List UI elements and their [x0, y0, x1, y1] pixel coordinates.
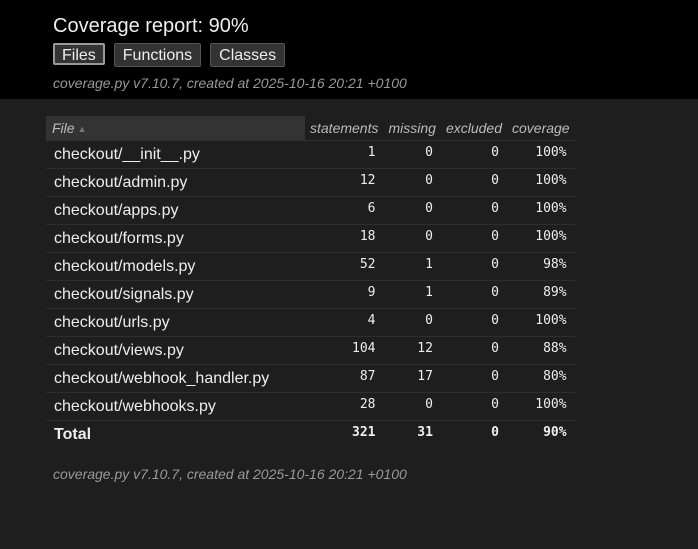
missing-cell: 0 [383, 224, 441, 253]
excluded-cell: 0 [440, 168, 507, 197]
coverage-cell: 88% [507, 336, 575, 365]
file-link[interactable]: checkout/forms.py [46, 224, 305, 253]
excluded-cell: 0 [440, 196, 507, 225]
functions-button[interactable]: Functions [113, 43, 202, 67]
coverage-cell: 89% [507, 280, 575, 309]
statements-cell: 104 [305, 336, 384, 365]
file-link[interactable]: checkout/webhooks.py [46, 392, 305, 421]
total-missing: 31 [383, 420, 441, 448]
file-link[interactable]: checkout/webhook_handler.py [46, 364, 305, 393]
table-row: checkout/views.py 104 12 0 88% [46, 336, 575, 365]
total-coverage: 90% [507, 420, 575, 448]
statements-cell: 4 [305, 308, 384, 337]
table-row: checkout/admin.py 12 0 0 100% [46, 168, 575, 197]
table-body: checkout/__init__.py 1 0 0 100% checkout… [46, 140, 575, 448]
statements-cell: 6 [305, 196, 384, 225]
missing-cell: 1 [383, 252, 441, 281]
excluded-cell: 0 [440, 140, 507, 169]
page-title: Coverage report: 90% [53, 15, 249, 37]
file-link[interactable]: checkout/signals.py [46, 280, 305, 309]
excluded-cell: 0 [440, 280, 507, 309]
missing-cell: 0 [383, 196, 441, 225]
file-link[interactable]: checkout/apps.py [46, 196, 305, 225]
total-row: Total 321 31 0 90% [46, 420, 575, 448]
column-header-excluded[interactable]: excluded [445, 120, 502, 136]
excluded-cell: 0 [440, 392, 507, 421]
files-button[interactable]: Files [53, 43, 105, 65]
coverage-table: File ▲ statements missing excluded covera… [46, 116, 575, 448]
file-link[interactable]: checkout/models.py [46, 252, 305, 281]
table-row: checkout/__init__.py 1 0 0 100% [46, 140, 575, 169]
coverage-table-wrapper: File ▲ statements missing excluded covera… [46, 116, 575, 448]
sort-up-icon: ▲ [77, 124, 87, 134]
total-statements: 321 [305, 420, 384, 448]
statements-cell: 52 [305, 252, 384, 281]
missing-cell: 0 [383, 168, 441, 197]
report-header: Coverage report: 90% Files Functions Cla… [0, 0, 698, 99]
excluded-cell: 0 [440, 364, 507, 393]
statements-cell: 12 [305, 168, 384, 197]
coverage-cell: 100% [507, 140, 575, 169]
table-row: checkout/apps.py 6 0 0 100% [46, 196, 575, 225]
file-link[interactable]: checkout/views.py [46, 336, 305, 365]
table-row: checkout/webhook_handler.py 87 17 0 80% [46, 364, 575, 393]
created-info-footer: coverage.py v7.10.7, created at 2025-10-… [53, 466, 407, 482]
statements-cell: 18 [305, 224, 384, 253]
file-link[interactable]: checkout/admin.py [46, 168, 305, 197]
coverage-cell: 80% [507, 364, 575, 393]
coverage-cell: 100% [507, 196, 575, 225]
column-header-file[interactable]: File ▲ [46, 116, 305, 141]
excluded-cell: 0 [440, 336, 507, 365]
excluded-cell: 0 [440, 308, 507, 337]
table-row: checkout/signals.py 9 1 0 89% [46, 280, 575, 309]
report-footer: coverage.py v7.10.7, created at 2025-10-… [53, 466, 407, 482]
column-header-coverage[interactable]: coverage [512, 120, 570, 136]
file-link[interactable]: checkout/urls.py [46, 308, 305, 337]
missing-cell: 0 [383, 308, 441, 337]
coverage-cell: 100% [507, 392, 575, 421]
statements-cell: 9 [305, 280, 384, 309]
column-header-file-label: File [52, 120, 75, 136]
total-label: Total [46, 420, 305, 448]
coverage-cell: 100% [507, 168, 575, 197]
statements-cell: 87 [305, 364, 384, 393]
excluded-cell: 0 [440, 224, 507, 253]
report-nav: Files Functions Classes [53, 43, 698, 69]
missing-cell: 1 [383, 280, 441, 309]
excluded-cell: 0 [440, 252, 507, 281]
file-link[interactable]: checkout/__init__.py [46, 140, 305, 169]
missing-cell: 12 [383, 336, 441, 365]
column-header-statements[interactable]: statements [310, 120, 379, 136]
missing-cell: 17 [383, 364, 441, 393]
table-row: checkout/forms.py 18 0 0 100% [46, 224, 575, 253]
table-row: checkout/webhooks.py 28 0 0 100% [46, 392, 575, 421]
coverage-cell: 100% [507, 308, 575, 337]
coverage-cell: 100% [507, 224, 575, 253]
table-header-row: File ▲ statements missing excluded covera… [46, 116, 575, 141]
created-info-header: coverage.py v7.10.7, created at 2025-10-… [53, 75, 407, 91]
column-header-missing[interactable]: missing [388, 120, 436, 136]
missing-cell: 0 [383, 140, 441, 169]
missing-cell: 0 [383, 392, 441, 421]
coverage-cell: 98% [507, 252, 575, 281]
statements-cell: 1 [305, 140, 384, 169]
statements-cell: 28 [305, 392, 384, 421]
classes-button[interactable]: Classes [210, 43, 286, 67]
total-excluded: 0 [440, 420, 507, 448]
table-row: checkout/urls.py 4 0 0 100% [46, 308, 575, 337]
table-row: checkout/models.py 52 1 0 98% [46, 252, 575, 281]
